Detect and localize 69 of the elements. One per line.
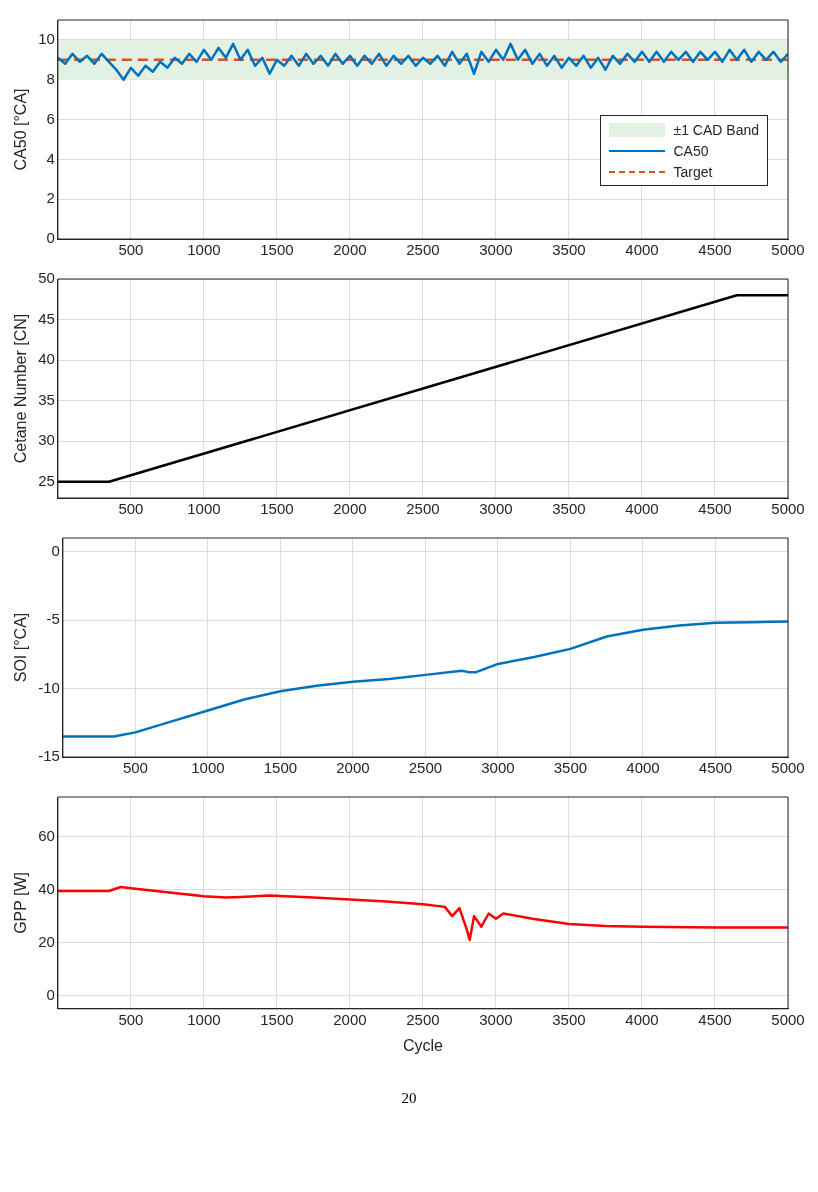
x-tick-label: 3000 (479, 1010, 513, 1028)
y-tick-label: 25 (38, 471, 55, 489)
x-tick-label: 4500 (698, 1010, 732, 1028)
legend-label: CA50 (673, 142, 709, 159)
y-tick-label: 2 (46, 189, 55, 207)
x-tick-label: 1500 (260, 241, 294, 259)
y-tick-label: 20 (38, 932, 55, 950)
x-tick-label: 500 (118, 500, 144, 518)
y-tick-label: 35 (38, 390, 55, 408)
x-tick-label: 2000 (333, 241, 367, 259)
y-tick-label: -15 (38, 747, 60, 765)
x-tick-label: 2500 (406, 1010, 440, 1028)
x-tick-label: 3500 (552, 1010, 586, 1028)
x-tick-label: 1500 (260, 500, 294, 518)
x-tick-label: 5000 (771, 500, 805, 518)
x-tick-label: 2000 (333, 1010, 367, 1028)
x-tick-label: 3000 (479, 241, 513, 259)
x-tick-label: 4500 (698, 241, 732, 259)
y-tick-label: 45 (38, 309, 55, 327)
x-tick-label: 1500 (263, 759, 298, 777)
x-tick-label: 4500 (698, 500, 732, 518)
legend-label: ±1 CAD Band (673, 121, 759, 138)
y-tick-label: 40 (38, 350, 55, 368)
x-tick-label: 5000 (771, 759, 805, 777)
x-tick-label: 2500 (408, 759, 443, 777)
x-tick-label: 2500 (406, 500, 440, 518)
y-tick-label: -5 (46, 610, 60, 628)
x-tick-label: 4000 (625, 241, 659, 259)
y-axis-title: GPP [W] (12, 871, 30, 934)
legend-label: Target (673, 163, 713, 180)
y-tick-label: 0 (51, 541, 60, 559)
x-tick-label: 3500 (553, 759, 588, 777)
x-tick-label: 4000 (625, 1010, 659, 1028)
x-tick-label: 500 (118, 1010, 144, 1028)
x-tick-label: 4000 (626, 759, 660, 777)
x-tick-label: 3500 (552, 500, 586, 518)
y-tick-label: 60 (38, 826, 55, 844)
y-tick-label: 0 (46, 985, 55, 1003)
x-tick-label: 1500 (260, 1010, 294, 1028)
x-tick-label: 3000 (481, 759, 515, 777)
y-tick-label: 30 (38, 431, 55, 449)
y-tick-label: 4 (46, 149, 55, 167)
x-tick-label: 1000 (191, 759, 225, 777)
x-tick-label: 500 (122, 759, 148, 777)
x-tick-label: 5000 (771, 1010, 805, 1028)
y-tick-label: 0 (46, 229, 55, 247)
x-tick-label: 1000 (187, 1010, 221, 1028)
y-axis-title: SOI [°CA] (12, 612, 30, 683)
x-tick-label: 5000 (771, 241, 805, 259)
y-tick-label: 40 (38, 879, 55, 897)
y-tick-label: -10 (38, 678, 60, 696)
y-tick-label: 6 (46, 109, 55, 127)
x-tick-label: 4500 (698, 759, 733, 777)
x-tick-label: 2000 (333, 500, 367, 518)
y-tick-label: 8 (46, 69, 55, 87)
x-tick-label: 3000 (479, 500, 513, 518)
x-tick-label: 2500 (406, 241, 440, 259)
x-tick-label: 1000 (187, 500, 221, 518)
x-tick-label: 3500 (552, 241, 586, 259)
x-tick-label: 2000 (336, 759, 370, 777)
y-tick-label: 50 (38, 269, 55, 287)
x-tick-label: 1000 (187, 241, 221, 259)
text: 20 (400, 1090, 418, 1107)
x-tick-label: 500 (118, 241, 144, 259)
y-tick-label: 10 (38, 30, 55, 48)
x-axis-title: Cycle (402, 1036, 444, 1054)
x-tick-label: 4000 (625, 500, 659, 518)
y-axis-title: Cetane Number [CN] (12, 313, 30, 464)
y-axis-title: CA50 [°CA] (12, 88, 30, 171)
